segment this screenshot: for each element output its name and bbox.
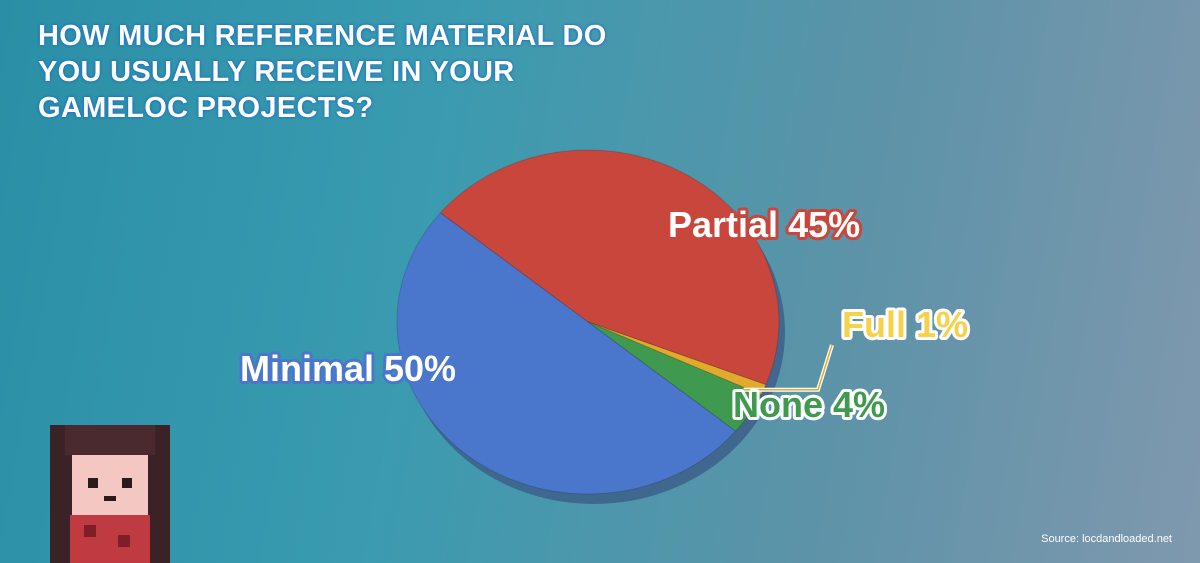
slice-value: 45% bbox=[788, 204, 860, 245]
slice-category: None bbox=[733, 384, 823, 425]
slice-category: Full bbox=[842, 304, 906, 345]
slice-category: Partial bbox=[668, 204, 778, 245]
pie-slice bbox=[439, 149, 780, 386]
leader-line bbox=[743, 344, 833, 391]
slice-label: Partial 45% bbox=[668, 204, 860, 245]
pie-slice bbox=[396, 212, 737, 495]
source: Source: locdandloaded.net bbox=[1041, 533, 1172, 545]
pie bbox=[396, 149, 785, 504]
pie-slice bbox=[587, 321, 762, 432]
slice-category: Minimal bbox=[240, 348, 374, 389]
pixel-character bbox=[50, 425, 170, 563]
slice-label: Minimal 50% bbox=[240, 348, 456, 389]
slice-value: 50% bbox=[384, 348, 456, 389]
labels: Partial 45% Full 1% None 4% Minimal 50% bbox=[237, 201, 971, 428]
slice-value: 1% bbox=[916, 304, 968, 345]
slice-value: 4% bbox=[833, 384, 885, 425]
slice-label: None 4% bbox=[733, 384, 885, 425]
chart-title: HOW MUCH REFERENCE MATERIAL DO YOU USUAL… bbox=[38, 20, 607, 124]
slice-label: Full 1% bbox=[842, 304, 968, 345]
